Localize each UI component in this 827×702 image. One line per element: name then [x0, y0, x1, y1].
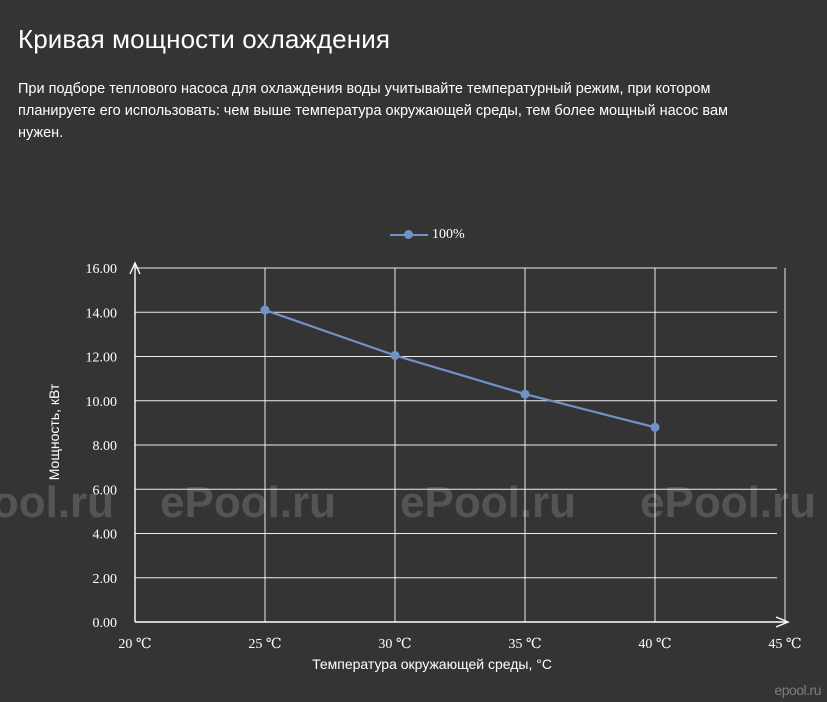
page-description: При подборе теплового насоса для охлажде… [18, 81, 729, 141]
data-point [390, 350, 400, 360]
y-tick-label: 12.00 [86, 351, 118, 366]
chart-legend: 100% [390, 226, 465, 244]
x-tick-label: 25 ℃ [248, 637, 281, 652]
y-tick-label: 8.00 [93, 439, 118, 454]
y-tick-label: 14.00 [86, 306, 118, 321]
y-tick-label: 4.00 [93, 528, 118, 543]
data-point [260, 305, 270, 315]
y-tick-label: 2.00 [93, 572, 118, 587]
y-tick-label: 0.00 [93, 616, 118, 631]
legend-label: 100% [432, 227, 465, 242]
data-point [520, 389, 530, 399]
x-tick-label: 40 ℃ [638, 637, 671, 652]
x-tick-label: 30 ℃ [378, 637, 411, 652]
page-title: Кривая мощности охлаждения [18, 24, 390, 54]
x-axis-label: Температура окружающей среды, °C [312, 656, 552, 672]
legend-marker-icon [390, 228, 428, 242]
x-tick-label: 45 ℃ [768, 637, 801, 652]
chart-plot: 0.00 2.00 4.00 6.00 8.00 10.00 12.00 14.00 16.00… [86, 261, 802, 652]
x-tick-label: 20 ℃ [118, 637, 151, 652]
corner-logo: epool.ru [774, 682, 821, 698]
y-axis-arrow-icon [129, 261, 141, 275]
x-axis-arrow-icon [775, 616, 790, 628]
data-point [650, 422, 660, 432]
chart: 0.00 2.00 4.00 6.00 8.00 10.00 12.00 14.00 16.00… [0, 210, 827, 702]
x-tick-label: 35 ℃ [508, 637, 541, 652]
y-axis-label: Мощность, кВт [46, 383, 62, 481]
y-tick-label: 10.00 [86, 395, 118, 410]
y-tick-label: 6.00 [93, 483, 118, 498]
series-line [264, 308, 656, 429]
y-tick-label: 16.00 [86, 262, 118, 277]
